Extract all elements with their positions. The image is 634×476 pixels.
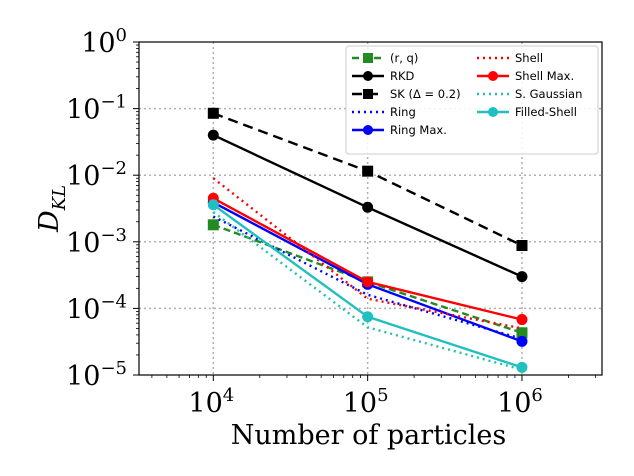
legend-item: Ring: [352, 105, 416, 119]
y-tick-label: 10−4: [66, 291, 127, 325]
legend-label: (r, q): [390, 51, 418, 65]
plot-frame: [138, 41, 603, 376]
legend: (r, q) RKD SK (Δ = 0.2) Ring Ring Max. Shell S…: [345, 45, 599, 155]
y-tick-exp: 0: [116, 25, 127, 46]
legend-marker: [363, 53, 373, 63]
y-tick-base: 10: [66, 95, 100, 126]
x-tick-exp: 5: [377, 385, 388, 406]
series-8: [207, 199, 528, 373]
legend-label: SK (Δ = 0.2): [390, 87, 461, 101]
y-tick-base: 10: [66, 161, 100, 192]
legend-label: S. Gaussian: [515, 87, 582, 101]
legend-marker: [488, 107, 498, 117]
y-tick-exp: −2: [100, 158, 127, 179]
data-point: [362, 276, 374, 288]
x-tick-label: 104: [188, 385, 234, 419]
x-tick-label: 105: [343, 385, 389, 419]
data-point: [516, 335, 528, 347]
legend-item: S. Gaussian: [477, 87, 582, 101]
x-tick-base: 10: [188, 388, 222, 419]
series-5: [212, 177, 523, 330]
x-axis-label: Number of particles: [231, 420, 507, 451]
x-tick-base: 10: [497, 388, 531, 419]
data-point: [516, 239, 528, 251]
y-tick-exp: −4: [100, 291, 127, 312]
data-point: [362, 201, 374, 213]
data-point: [516, 361, 528, 373]
data-point: [207, 107, 219, 119]
series-1: [207, 129, 528, 283]
y-axis-label-main: D: [34, 210, 65, 233]
series-6: [207, 192, 528, 326]
series-4: [207, 196, 528, 347]
x-tick-exp: 4: [223, 385, 234, 406]
legend-marker: [363, 89, 373, 99]
y-tick-label: 10−3: [66, 225, 127, 259]
y-tick-exp: −5: [100, 358, 127, 379]
data-point: [207, 129, 219, 141]
data-point: [362, 311, 374, 323]
y-axis-label-sub: KL: [49, 185, 70, 211]
legend-label: Shell Max.: [515, 69, 574, 83]
legend-box: [345, 45, 599, 155]
y-tick-label: 10−1: [66, 92, 127, 126]
legend-item: Filled-Shell: [477, 105, 577, 119]
legend-label: RKD: [390, 69, 415, 83]
y-tick-base: 10: [66, 228, 100, 259]
legend-item: Shell: [477, 51, 543, 65]
series-7: [212, 211, 523, 371]
y-tick-label: 10−2: [66, 158, 127, 192]
legend-label: Ring Max.: [390, 123, 447, 137]
data-point: [207, 199, 219, 211]
data-point: [362, 165, 374, 177]
series-layer: [207, 107, 528, 373]
legend-item: Shell Max.: [477, 69, 574, 83]
legend-marker: [488, 71, 498, 81]
y-tick-exp: −1: [100, 92, 127, 113]
series-line: [212, 211, 523, 371]
y-tick-base: 10: [66, 294, 100, 325]
legend-label: Shell: [515, 51, 543, 65]
legend-marker: [363, 125, 373, 135]
legend-item: RKD: [352, 69, 415, 83]
y-tick-base: 10: [66, 361, 100, 392]
data-point: [516, 271, 528, 283]
y-axis-label: DKL: [34, 185, 70, 233]
y-tick-base: 10: [81, 28, 115, 59]
data-point: [207, 219, 219, 231]
y-tick-label: 100: [81, 25, 127, 59]
series-line: [212, 177, 523, 330]
data-point: [516, 327, 528, 339]
data-point: [516, 314, 528, 326]
x-tick-exp: 6: [531, 385, 542, 406]
y-tick-label: 10−5: [66, 358, 127, 392]
x-tick-label: 106: [497, 385, 543, 419]
y-tick-exp: −3: [100, 225, 127, 246]
legend-item: (r, q): [352, 51, 418, 65]
legend-label: Filled-Shell: [515, 105, 577, 119]
series-2: [207, 107, 528, 251]
legend-label: Ring: [390, 105, 416, 119]
legend-marker: [363, 71, 373, 81]
legend-item: SK (Δ = 0.2): [352, 87, 461, 101]
legend-item: Ring Max.: [352, 123, 447, 137]
x-tick-base: 10: [343, 388, 377, 419]
